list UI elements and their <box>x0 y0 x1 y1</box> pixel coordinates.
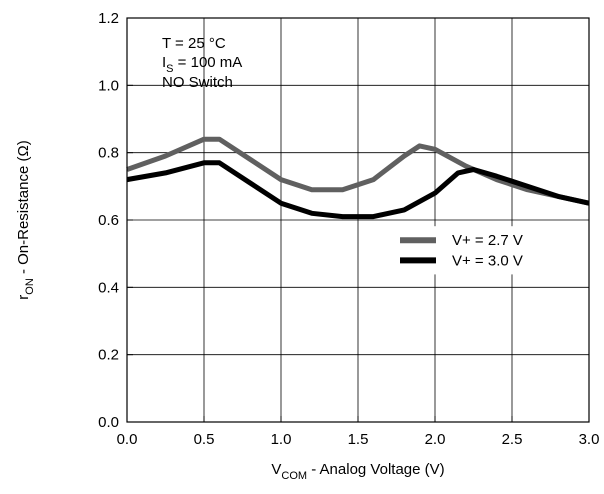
y-tick-label: 0.4 <box>98 279 119 296</box>
x-tick-label: 1.0 <box>271 431 292 448</box>
y-tick-label: 0.8 <box>98 145 119 162</box>
x-tick-label: 0.5 <box>194 431 215 448</box>
annotation-current: IS = 100 mA <box>162 54 242 75</box>
y-axis-title: rON - On-Resistance (Ω) <box>15 140 36 299</box>
y-tick-label: 0.6 <box>98 212 119 229</box>
annotation-temperature: T = 25 °C <box>162 35 226 52</box>
ticks: 0.0 0.5 1.0 1.5 2.0 2.5 3.0 0.0 0.2 0.4 0.6 0.8 1.0 1… <box>98 10 599 448</box>
y-tick-label: 1.0 <box>98 77 119 94</box>
x-tick-label: 2.5 <box>502 431 523 448</box>
legend-label-2-7v: V+ = 2.7 V <box>452 232 523 249</box>
grid <box>127 18 589 422</box>
legend: V+ = 2.7 V V+ = 3.0 V <box>394 226 556 275</box>
legend-label-3-0v: V+ = 3.0 V <box>452 252 523 269</box>
series-line-2-7v <box>126 136 590 206</box>
series-layer <box>126 136 590 220</box>
series-line-3-0v <box>126 160 590 220</box>
legend-background <box>394 226 556 275</box>
x-tick-label: 1.5 <box>348 431 369 448</box>
y-tick-label: 0.0 <box>98 414 119 431</box>
y-tick-label: 1.2 <box>98 10 119 27</box>
x-axis-title: VCOM - Analog Voltage (V) <box>271 461 444 482</box>
y-tick-label: 0.2 <box>98 347 119 364</box>
x-tick-label: 3.0 <box>579 431 600 448</box>
annotation-switch: NO Switch <box>162 74 233 91</box>
x-tick-label: 0.0 <box>117 431 138 448</box>
x-tick-label: 2.0 <box>425 431 446 448</box>
annotation: T = 25 °C IS = 100 mA NO Switch <box>162 35 242 91</box>
